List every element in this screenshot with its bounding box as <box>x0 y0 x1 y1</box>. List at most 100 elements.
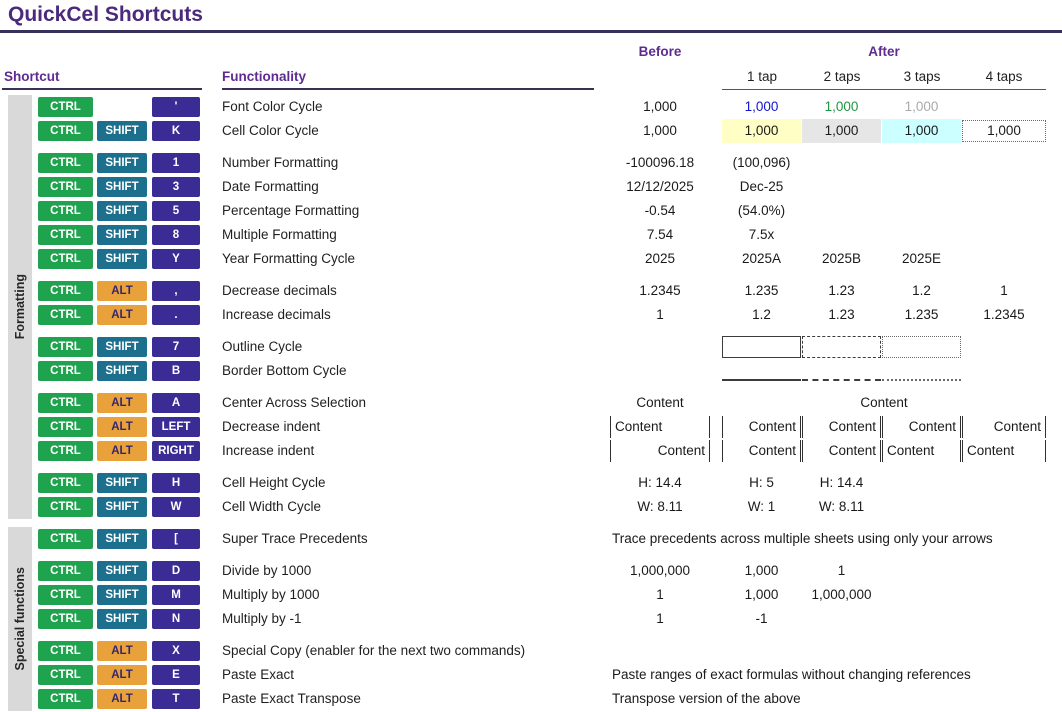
functionality-label: Increase indent <box>222 443 315 458</box>
column-header-1-tap: 1 tap <box>746 69 778 84</box>
before-cell: 1.2345 <box>639 283 681 298</box>
after-cell-3 <box>882 336 961 358</box>
before-cell: H: 14.4 <box>638 475 682 490</box>
functionality-label: Year Formatting Cycle <box>222 251 356 266</box>
key-x: X <box>152 641 200 661</box>
before-cell: 1 <box>656 587 664 602</box>
after-cell-2 <box>802 336 881 358</box>
after-cell-1: (100,096) <box>732 155 791 170</box>
key-alt: ALT <box>97 281 147 301</box>
example-note: Trace precedents across multiple sheets … <box>612 531 993 546</box>
key-shift: SHIFT <box>97 609 147 629</box>
key-ctrl: CTRL <box>38 585 93 605</box>
key-shift: SHIFT <box>97 121 147 141</box>
after-cell-3: 1.2 <box>912 283 931 298</box>
after-cell-2: Content <box>802 416 881 438</box>
key-d: D <box>152 561 200 581</box>
key-ctrl: CTRL <box>38 281 93 301</box>
functionality-label: Cell Color Cycle <box>222 123 319 138</box>
after-cell-1: 1.235 <box>744 283 779 298</box>
after-cell-2: W: 8.11 <box>818 499 865 514</box>
title-rule <box>0 30 1062 33</box>
after-cell-2: 1,000 <box>802 119 881 143</box>
key-sym: [ <box>152 529 200 549</box>
key-ctrl: CTRL <box>38 225 93 245</box>
before-cell: -0.54 <box>644 203 676 218</box>
shortcut-row: CTRL SHIFT 3 Date Formatting 12/12/2025 Dec-2… <box>0 175 1062 199</box>
after-cell-1: 1,000 <box>744 587 779 602</box>
functionality-label: Outline Cycle <box>222 339 303 354</box>
rows: CTRL ' Font Color Cycle 1,000 1,000 1,000 1,00… <box>0 95 1062 712</box>
key-alt: ALT <box>97 441 147 461</box>
after-cell-1: 1.2 <box>752 307 771 322</box>
shortcut-group-1: CTRL ' Font Color Cycle 1,000 1,000 1,000 1,00… <box>0 95 1062 143</box>
example-note: Transpose version of the above <box>612 691 801 706</box>
key-ctrl: CTRL <box>38 561 93 581</box>
after-span-cell: Content <box>860 395 908 410</box>
key-t: T <box>152 689 200 709</box>
key-w: W <box>152 497 200 517</box>
key-1: 1 <box>152 153 200 173</box>
after-cell-1: H: 5 <box>749 475 774 490</box>
functionality-label: Border Bottom Cycle <box>222 363 347 378</box>
key-shift: SHIFT <box>97 361 147 381</box>
key-h: H <box>152 473 200 493</box>
shortcut-row: CTRL SHIFT 5 Percentage Formatting -0.54 (54.… <box>0 199 1062 223</box>
before-cell: Content <box>610 440 710 462</box>
column-header-before: Before <box>638 44 682 59</box>
key-5: 5 <box>152 201 200 221</box>
key-m: M <box>152 585 200 605</box>
shortcut-row: CTRL ALT X Special Copy (enabler for the ne… <box>0 639 1062 663</box>
shortcut-row: CTRL SHIFT Y Year Formatting Cycle 2025 2025A… <box>0 247 1062 271</box>
shortcut-row: CTRL ALT, Decrease decimals 1.2345 1.235 1.23… <box>0 279 1062 303</box>
before-cell: Content <box>610 416 710 438</box>
shortcut-group-3: CTRL ALT, Decrease decimals 1.2345 1.235 1.23… <box>0 279 1062 327</box>
after-cell-1: 2025A <box>741 251 782 266</box>
after-cell-2: H: 14.4 <box>819 475 864 490</box>
before-cell: 1 <box>656 611 664 626</box>
key-ctrl: CTRL <box>38 609 93 629</box>
key-shift: SHIFT <box>97 497 147 517</box>
key-ctrl: CTRL <box>38 665 93 685</box>
after-cell-1: (54.0%) <box>737 203 786 218</box>
example-note: Paste ranges of exact formulas without c… <box>612 667 971 682</box>
after-cell-1: 7.5x <box>748 227 775 242</box>
functionality-label: Paste Exact Transpose <box>222 691 361 706</box>
after-cell-1: 1,000 <box>722 119 801 143</box>
shortcut-row: CTRL SHIFT 1 Number Formatting -100096.18 (10… <box>0 151 1062 175</box>
key-alt: ALT <box>97 417 147 437</box>
key-ctrl: CTRL <box>38 417 93 437</box>
after-cell-1: Content <box>722 416 801 438</box>
functionality-label: Paste Exact <box>222 667 295 682</box>
shortcut-group-6: CTRL SHIFT H Cell Height Cycle H: 14.4 H: 5 H:… <box>0 471 1062 519</box>
shortcut-row: CTRL ALT. Increase decimals 1 1.2 1.23 1.235 1.… <box>0 303 1062 327</box>
key-k: K <box>152 121 200 141</box>
key-shift: SHIFT <box>97 153 147 173</box>
functionality-label: Multiple Formatting <box>222 227 337 242</box>
after-cell-3: 2025E <box>901 251 942 266</box>
functionality-label: Decrease indent <box>222 419 321 434</box>
after-cell-2: 1.23 <box>828 307 855 322</box>
shortcut-row: CTRL SHIFT B Border Bottom Cycle <box>0 359 1062 383</box>
key-ctrl: CTRL <box>38 529 93 549</box>
column-header-3-taps: 3 taps <box>903 69 941 84</box>
key-alt: ALT <box>97 689 147 709</box>
before-cell: 1 <box>656 307 664 322</box>
key-sym: . <box>152 305 200 325</box>
shortcut-row: CTRL ALT A Center Across Selection Content Co… <box>0 391 1062 415</box>
key-shift: SHIFT <box>97 585 147 605</box>
functionality-label: Multiply by -1 <box>222 611 302 626</box>
after-cell-1: -1 <box>755 611 768 626</box>
shortcut-row: CTRL ' Font Color Cycle 1,000 1,000 1,000 1,00… <box>0 95 1062 119</box>
after-cell-3 <box>882 359 961 381</box>
after-cell-3: Content <box>882 416 961 438</box>
key-alt: ALT <box>97 641 147 661</box>
key-ctrl: CTRL <box>38 97 93 117</box>
before-cell: 1,000 <box>643 123 677 138</box>
key-sym: , <box>152 281 200 301</box>
shortcut-row: CTRL SHIFT N Multiply by -1 1 -1 <box>0 607 1062 631</box>
shortcut-row: CTRL SHIFT K Cell Color Cycle 1,000 1,000 1,00… <box>0 119 1062 143</box>
key-7: 7 <box>152 337 200 357</box>
before-cell: 1,000 <box>643 99 677 114</box>
key-sym: ' <box>152 97 200 117</box>
